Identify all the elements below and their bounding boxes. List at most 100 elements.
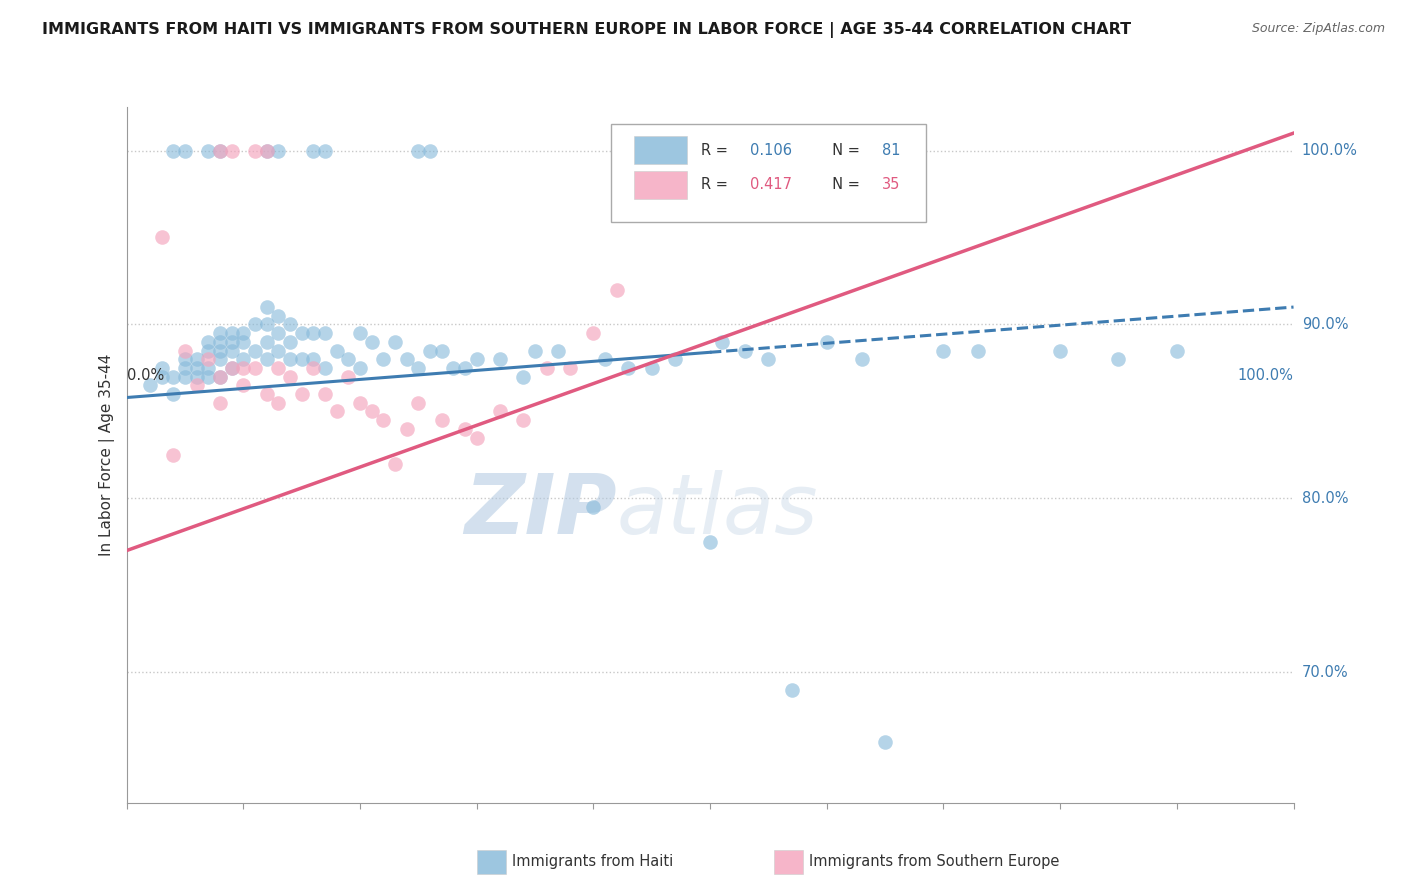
Point	[302, 144, 325, 158]
Point	[208, 326, 231, 340]
Point	[256, 318, 278, 332]
Point	[267, 343, 290, 358]
Point	[232, 352, 254, 367]
Point	[325, 404, 347, 418]
Point	[547, 343, 569, 358]
Point	[278, 318, 301, 332]
Point	[617, 360, 640, 375]
Text: 100.0%: 100.0%	[1302, 143, 1358, 158]
Point	[174, 144, 197, 158]
Point	[314, 326, 336, 340]
Point	[815, 334, 838, 349]
Point	[267, 144, 290, 158]
Point	[523, 343, 546, 358]
Point	[373, 352, 395, 367]
Point	[267, 309, 290, 323]
Point	[851, 352, 873, 367]
Text: N =: N =	[824, 143, 865, 158]
Point	[582, 500, 605, 514]
Point	[208, 343, 231, 358]
Point	[408, 395, 430, 409]
Point	[186, 369, 208, 384]
Point	[232, 326, 254, 340]
Point	[139, 378, 162, 392]
Point	[710, 334, 733, 349]
Bar	[634, 171, 686, 199]
Point	[408, 144, 430, 158]
Point	[1108, 352, 1130, 367]
Point	[337, 369, 360, 384]
Point	[186, 378, 208, 392]
Point	[256, 144, 278, 158]
Point	[197, 144, 219, 158]
Point	[197, 360, 219, 375]
Point	[197, 369, 219, 384]
Point	[489, 404, 512, 418]
Point	[454, 360, 477, 375]
Point	[558, 360, 581, 375]
Point	[221, 343, 243, 358]
Point	[302, 326, 325, 340]
Point	[337, 352, 360, 367]
Point	[430, 343, 453, 358]
FancyBboxPatch shape	[610, 124, 927, 222]
Text: Source: ZipAtlas.com: Source: ZipAtlas.com	[1251, 22, 1385, 36]
Text: 35: 35	[882, 178, 900, 193]
Text: 0.0%: 0.0%	[127, 368, 163, 383]
Point	[243, 343, 266, 358]
Point	[314, 360, 336, 375]
Point	[221, 326, 243, 340]
Point	[454, 422, 477, 436]
Point	[150, 369, 173, 384]
Point	[243, 360, 266, 375]
Point	[221, 144, 243, 158]
Point	[290, 387, 312, 401]
Text: 80.0%: 80.0%	[1302, 491, 1348, 506]
Point	[267, 360, 290, 375]
Point	[441, 360, 464, 375]
Bar	[775, 850, 803, 874]
Text: 90.0%: 90.0%	[1302, 317, 1348, 332]
Point	[360, 334, 382, 349]
Point	[290, 326, 312, 340]
Point	[174, 369, 197, 384]
Text: atlas: atlas	[617, 470, 818, 551]
Point	[186, 360, 208, 375]
Point	[208, 369, 231, 384]
Point	[162, 448, 184, 462]
Point	[489, 352, 512, 367]
Point	[325, 343, 347, 358]
Point	[278, 352, 301, 367]
Point	[243, 144, 266, 158]
Text: 81: 81	[882, 143, 900, 158]
Point	[208, 369, 231, 384]
Point	[373, 413, 395, 427]
Point	[419, 343, 441, 358]
Point	[221, 360, 243, 375]
Point	[302, 360, 325, 375]
Point	[395, 352, 418, 367]
Point	[780, 682, 803, 697]
Point	[278, 369, 301, 384]
Point	[593, 352, 616, 367]
Point	[174, 343, 197, 358]
Point	[186, 352, 208, 367]
Point	[349, 360, 371, 375]
Point	[664, 352, 686, 367]
Point	[278, 334, 301, 349]
Point	[430, 413, 453, 427]
Point	[582, 326, 605, 340]
Point	[932, 343, 955, 358]
Point	[162, 144, 184, 158]
Point	[174, 360, 197, 375]
Point	[232, 360, 254, 375]
Y-axis label: In Labor Force | Age 35-44: In Labor Force | Age 35-44	[100, 354, 115, 556]
Point	[302, 352, 325, 367]
Text: IMMIGRANTS FROM HAITI VS IMMIGRANTS FROM SOUTHERN EUROPE IN LABOR FORCE | AGE 35: IMMIGRANTS FROM HAITI VS IMMIGRANTS FROM…	[42, 22, 1132, 38]
Point	[360, 404, 382, 418]
Point	[1166, 343, 1188, 358]
Point	[256, 352, 278, 367]
Text: R =: R =	[700, 143, 733, 158]
Point	[967, 343, 990, 358]
Point	[197, 343, 219, 358]
